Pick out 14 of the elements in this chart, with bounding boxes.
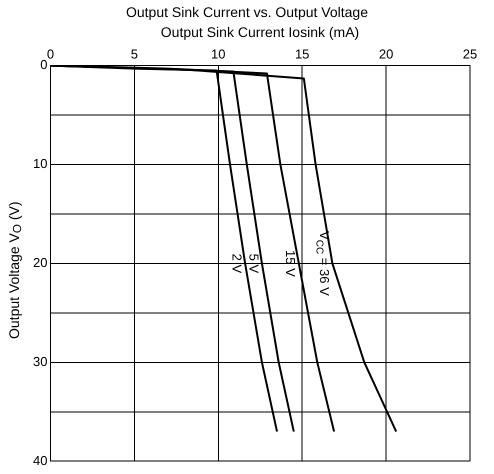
x-tick-label: 20	[378, 46, 394, 62]
y-tick-label: 10	[32, 156, 48, 172]
x-tick-label: 10	[211, 46, 226, 62]
y-tick-label: 20	[32, 254, 48, 270]
text: 2 V	[230, 254, 245, 274]
text: 5 V	[246, 254, 262, 274]
x-tick-label: 25	[462, 46, 478, 62]
y-tick-label: 0	[40, 57, 48, 72]
y-tick-label: 30	[32, 354, 48, 369]
x-tick-label: 15	[294, 46, 310, 62]
x-axis-title: Output Sink Current Iosink (mA)	[160, 24, 360, 40]
chart-title: Output Sink Current vs. Output Voltage	[124, 4, 370, 20]
y-tick-label: 40	[32, 452, 48, 468]
x-tick-label: 5	[130, 46, 138, 62]
